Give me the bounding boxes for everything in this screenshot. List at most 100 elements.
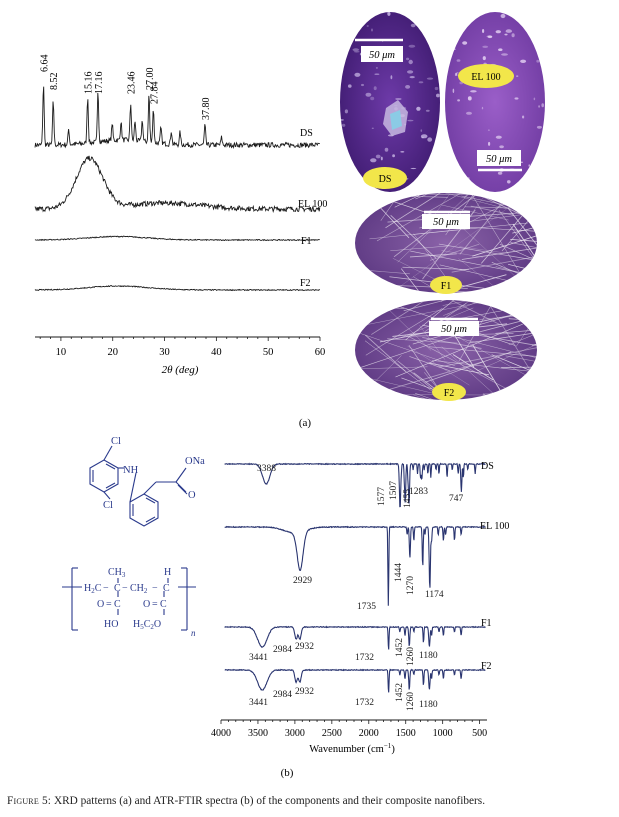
fiber [533, 300, 537, 366]
particle [426, 77, 434, 80]
particle [341, 123, 346, 127]
micrograph-f2: 50 μm F2 [355, 300, 619, 401]
fiber [390, 215, 437, 259]
fiber [413, 222, 528, 235]
ftir-band-label: 2932 [295, 687, 314, 697]
fiber [451, 246, 537, 273]
particle [500, 13, 506, 19]
xrd-series-labels: DS EL 100 F1 F2 [298, 128, 327, 289]
ftir-band-label: 1732 [355, 653, 374, 663]
diclofenac-structure [89, 445, 188, 527]
particle [507, 180, 511, 184]
particle [365, 92, 372, 97]
fiber [376, 193, 466, 242]
fiber [488, 302, 537, 400]
particle [454, 74, 458, 76]
fiber [518, 371, 537, 384]
xrd-series-f1 [34, 235, 320, 242]
ftir-band-label: 1452 [395, 683, 405, 702]
atom-nh: NH [123, 465, 139, 476]
ftir-series-label: EL 100 [480, 521, 509, 532]
particle [390, 75, 393, 80]
fiber [356, 302, 479, 327]
ftir-band-label: 1260 [406, 692, 416, 711]
fiber [470, 205, 515, 216]
fiber [401, 377, 537, 400]
el-o-right: O [143, 599, 150, 610]
micrograph-el100: EL 100 50 μm [445, 12, 545, 192]
fiber [443, 300, 506, 316]
micrograph-f1: 50 μm F1 [355, 193, 537, 294]
fiber [523, 322, 537, 400]
el-h2c: H2C [84, 583, 102, 595]
ds-crystal [390, 110, 402, 130]
particle [371, 127, 374, 129]
caption-text: XRD patterns (a) and ATR-FTIR spectra (b… [51, 795, 486, 807]
ftir-series-label: DS [481, 461, 494, 472]
panel-b-label: (b) [281, 767, 294, 779]
ftir-series-f2 [224, 668, 486, 693]
particle [420, 129, 423, 133]
el-n: n [191, 628, 196, 638]
el-h: H [164, 567, 171, 578]
fiber [364, 334, 407, 372]
sample-badge [363, 167, 407, 189]
fiber [533, 210, 537, 253]
ftir-series-el-100 [224, 525, 486, 606]
fiber [385, 193, 457, 229]
ftir-band-label: 1270 [406, 576, 416, 595]
ftir-tick-label: 3000 [285, 728, 305, 739]
particle [371, 28, 373, 32]
ftir-band-label: 1735 [357, 602, 376, 612]
fiber [457, 336, 537, 400]
fiber [537, 356, 619, 368]
fiber [365, 308, 443, 356]
particle [495, 135, 502, 139]
fiber [405, 290, 537, 293]
particle [487, 35, 493, 39]
scale-label-box [429, 321, 479, 336]
particle [380, 156, 383, 161]
fiber [441, 204, 509, 221]
particle [352, 48, 360, 52]
xrd-x-axis-label: 2θ (deg) [162, 364, 199, 376]
ftir-tick-label: 3500 [248, 728, 268, 739]
el-dbl-left: = [106, 599, 112, 610]
particle [375, 67, 378, 69]
particle [498, 48, 503, 51]
particle [427, 137, 433, 142]
fiber [441, 250, 483, 258]
xrd-peak-label: 37.80 [201, 98, 212, 121]
fiber [395, 323, 523, 378]
fiber [499, 243, 537, 293]
fiber [510, 239, 537, 248]
xrd-series-label: EL 100 [298, 199, 327, 210]
fiber [508, 300, 537, 346]
fiber [402, 266, 469, 270]
xrd-series-label: DS [300, 128, 313, 139]
particle [505, 29, 512, 33]
sample-badge [430, 276, 462, 294]
xrd-peak-label: 27.00 [145, 68, 156, 91]
fiber [442, 300, 488, 306]
particle [418, 81, 424, 84]
particle [516, 75, 519, 77]
fiber [507, 208, 537, 293]
fiber [459, 246, 507, 254]
fiber [491, 354, 537, 384]
particle [405, 85, 411, 89]
ftir-band-label: 747 [449, 494, 464, 504]
xrd-series-label: F2 [300, 278, 311, 289]
fiber [495, 266, 537, 293]
particle [353, 51, 360, 53]
figure-caption: Figure 5: XRD patterns (a) and ATR-FTIR … [7, 795, 485, 807]
fiber [534, 247, 537, 293]
fiber [364, 340, 474, 400]
fiber [405, 300, 521, 341]
fiber [464, 206, 537, 210]
el-h5c2o: H5C2O [133, 619, 161, 631]
xrd-peak-label: 15.16 [84, 72, 95, 95]
fiber [495, 193, 537, 197]
